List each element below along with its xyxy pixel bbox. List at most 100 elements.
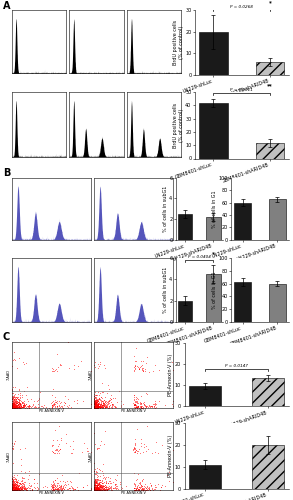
- Point: [133, 362, 137, 370]
- Point: [98, 483, 103, 491]
- Point: [139, 484, 144, 492]
- Point: [99, 394, 104, 402]
- Point: [94, 484, 99, 492]
- Point: [12, 484, 17, 492]
- Point: [11, 400, 16, 408]
- Point: [96, 396, 101, 404]
- Point: [133, 448, 137, 456]
- Point: [55, 482, 59, 490]
- Point: [12, 402, 17, 410]
- Point: [19, 480, 24, 488]
- Point: [24, 391, 29, 399]
- Point: [12, 401, 17, 409]
- Point: [133, 400, 137, 407]
- Point: [96, 402, 101, 410]
- Point: [94, 403, 99, 411]
- Point: [138, 402, 143, 410]
- Point: [21, 480, 26, 488]
- Point: [12, 394, 17, 402]
- Point: [142, 440, 147, 448]
- Point: [59, 484, 64, 492]
- Point: [13, 485, 17, 493]
- Point: [94, 486, 99, 494]
- Point: [101, 482, 106, 490]
- Point: [11, 442, 15, 450]
- Point: [144, 484, 149, 492]
- Point: [135, 484, 140, 492]
- Point: [104, 484, 108, 492]
- Point: [18, 482, 23, 490]
- Point: [95, 482, 100, 490]
- Point: [170, 400, 175, 408]
- Point: [99, 481, 104, 489]
- Point: [52, 476, 57, 484]
- Point: [96, 486, 100, 494]
- Point: [92, 394, 96, 402]
- Point: [19, 461, 24, 469]
- Point: [98, 486, 102, 494]
- Point: [11, 480, 15, 488]
- Point: [143, 404, 148, 411]
- Point: [12, 486, 17, 494]
- Point: [22, 482, 26, 490]
- Point: [11, 348, 16, 356]
- Point: [23, 484, 28, 492]
- Point: [11, 478, 16, 486]
- Point: [132, 400, 137, 408]
- Point: [94, 398, 99, 406]
- Point: [22, 402, 27, 409]
- Point: [92, 399, 96, 407]
- Point: [140, 482, 144, 490]
- Point: [106, 485, 110, 493]
- Point: [93, 486, 97, 494]
- Point: [92, 403, 97, 411]
- Point: [15, 478, 19, 486]
- Point: [106, 402, 111, 410]
- Point: [101, 474, 105, 482]
- Point: [56, 483, 61, 491]
- Point: [12, 481, 16, 489]
- Point: [12, 403, 17, 411]
- Point: [10, 392, 14, 400]
- Point: [93, 402, 98, 410]
- Point: [93, 481, 97, 489]
- Point: [10, 484, 15, 492]
- Point: [94, 478, 98, 486]
- Point: [94, 402, 98, 410]
- Point: [10, 486, 14, 494]
- Point: [25, 404, 30, 412]
- Point: [13, 484, 18, 492]
- Point: [88, 400, 93, 408]
- Point: [148, 486, 152, 494]
- Point: [62, 480, 67, 488]
- Point: [16, 486, 21, 494]
- Point: [101, 485, 106, 493]
- Point: [136, 486, 141, 494]
- Point: [98, 401, 103, 409]
- Point: [94, 479, 98, 487]
- Point: [95, 486, 99, 494]
- Point: [91, 484, 96, 492]
- Point: [94, 404, 99, 411]
- Point: [26, 402, 30, 410]
- Point: [99, 486, 104, 494]
- Point: [92, 392, 97, 400]
- Point: [11, 484, 16, 492]
- Point: [13, 485, 18, 493]
- Point: [95, 400, 100, 408]
- Point: [11, 486, 16, 494]
- Point: [23, 484, 27, 492]
- Point: [96, 481, 100, 489]
- Point: [11, 482, 16, 490]
- Point: [95, 397, 100, 405]
- Bar: [189, 386, 221, 406]
- Point: [57, 482, 62, 490]
- Point: [91, 481, 96, 489]
- Point: [92, 400, 97, 408]
- Point: [92, 402, 97, 410]
- Point: [105, 390, 110, 398]
- Point: [92, 402, 97, 410]
- Point: [70, 485, 75, 493]
- Point: [133, 401, 138, 409]
- Point: [22, 474, 27, 482]
